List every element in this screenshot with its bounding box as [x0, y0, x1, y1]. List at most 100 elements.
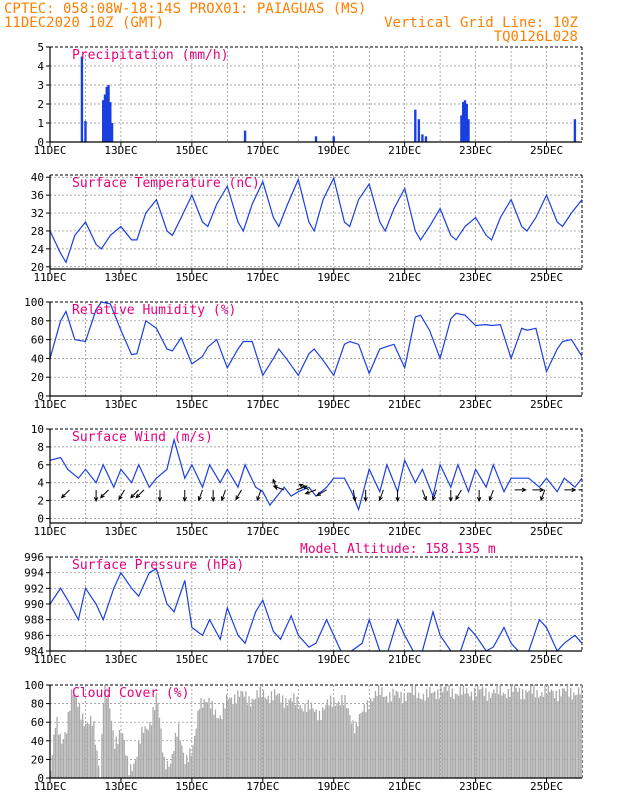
cloud-bar — [519, 688, 520, 778]
cloud-bar — [541, 692, 542, 778]
cloud-bar — [96, 750, 97, 778]
cloud-bar — [87, 723, 88, 778]
cloud-bar — [146, 729, 147, 778]
cloud-bar — [92, 726, 93, 778]
wind-arrow — [564, 488, 575, 491]
cloud-bar — [492, 693, 493, 778]
cloud-bar — [367, 700, 368, 778]
precip-bar — [418, 119, 420, 142]
cloud-bar — [508, 689, 509, 778]
x-tick-label: 19DEC — [317, 398, 350, 411]
cloud-bar — [196, 728, 197, 778]
cloud-bar — [277, 694, 278, 778]
precip-title: Precipitation (mm/h) — [72, 48, 229, 63]
cloud-bar — [402, 703, 403, 778]
cloud-bar — [413, 695, 414, 778]
cloud-bar — [328, 705, 329, 778]
cloud-bar — [428, 697, 429, 778]
cloud-bar — [573, 692, 574, 778]
cloud-bar — [407, 693, 408, 778]
x-tick-label: 11DEC — [33, 271, 66, 284]
x-tick-label: 17DEC — [246, 398, 279, 411]
cloud-bar — [554, 698, 555, 778]
cloud-bar — [215, 710, 216, 778]
x-tick-label: 19DEC — [317, 525, 350, 538]
plot-wind — [50, 440, 589, 510]
cloud-bar — [202, 708, 203, 778]
cloud-bar — [101, 734, 102, 778]
cloud-bar — [72, 695, 73, 778]
cloud-bar — [445, 685, 446, 778]
cloud-bar — [212, 701, 213, 778]
wind-arrow — [257, 490, 261, 500]
cloud-bar — [400, 692, 401, 778]
cloud-bar — [248, 696, 249, 778]
cloud-bar — [348, 708, 349, 778]
cloud-bar — [429, 687, 430, 778]
cloud-bar — [157, 703, 158, 778]
x-tick-label: 11DEC — [33, 780, 66, 793]
cloud-bar — [207, 702, 208, 778]
wind-arrow — [477, 490, 480, 501]
cloud-bar — [372, 701, 373, 778]
cloud-bar — [80, 720, 81, 778]
cloud-bar — [479, 690, 480, 778]
cloud-bar — [55, 728, 56, 778]
cloud-bar — [76, 697, 77, 778]
y-tick-label: 40 — [31, 171, 44, 184]
cloud-bar — [237, 690, 238, 778]
wind-arrow — [489, 490, 493, 500]
cloud-bar — [434, 691, 435, 778]
y-tick-label: 8 — [37, 441, 44, 454]
cloud-bar — [261, 697, 262, 778]
cloud-bar — [239, 697, 240, 778]
wind-arrow — [449, 490, 452, 501]
precip-bar — [421, 134, 423, 142]
wind-arrow — [62, 490, 70, 498]
cloud-bar — [165, 769, 166, 778]
cloud-bar — [290, 698, 291, 778]
precip-bar — [244, 131, 246, 142]
cloud-bar — [488, 692, 489, 778]
y-tick-label: 36 — [31, 189, 44, 202]
cloud-bar — [383, 697, 384, 778]
cloud-bar — [253, 700, 254, 778]
header-model-id: TQ0126L028 — [494, 29, 578, 45]
wind-arrow — [119, 490, 125, 500]
cloud-bar — [370, 699, 371, 778]
wind-arrow — [532, 488, 543, 491]
y-tick-label: 2 — [37, 98, 44, 111]
cloud-bar — [359, 714, 360, 778]
cloud-bar — [316, 710, 317, 778]
y-tick-label: 2 — [37, 495, 44, 508]
wind-arrow — [221, 490, 225, 500]
cloud-bar — [484, 696, 485, 778]
cloud-bar — [327, 699, 328, 778]
x-tick-label: 17DEC — [246, 525, 279, 538]
cloud-bar — [175, 733, 176, 778]
x-tick-label: 21DEC — [388, 271, 421, 284]
cloud-bar — [396, 691, 397, 778]
x-tick-label: 21DEC — [388, 144, 421, 157]
precip-bar — [425, 136, 427, 142]
cloud-bar — [120, 733, 121, 778]
cloud-bar — [119, 730, 120, 778]
cloud-bar — [236, 704, 237, 778]
x-tick-label: 23DEC — [459, 144, 492, 157]
cloud-bar — [341, 695, 342, 778]
cloud-bar — [268, 696, 269, 778]
wind-arrow — [578, 488, 589, 491]
cloud-bar — [58, 735, 59, 778]
cloud-bar — [343, 705, 344, 778]
cloud-bar — [448, 685, 449, 778]
cloud-bar — [242, 692, 243, 778]
cloud-bar — [522, 689, 523, 778]
cloud-bar — [437, 689, 438, 778]
cloud-bar — [496, 685, 497, 778]
cloud-bar — [218, 718, 219, 778]
cloud-bar — [567, 685, 568, 778]
cloud-bar — [156, 695, 157, 778]
cloud-bar — [524, 699, 525, 778]
cloud-bar — [320, 720, 321, 778]
